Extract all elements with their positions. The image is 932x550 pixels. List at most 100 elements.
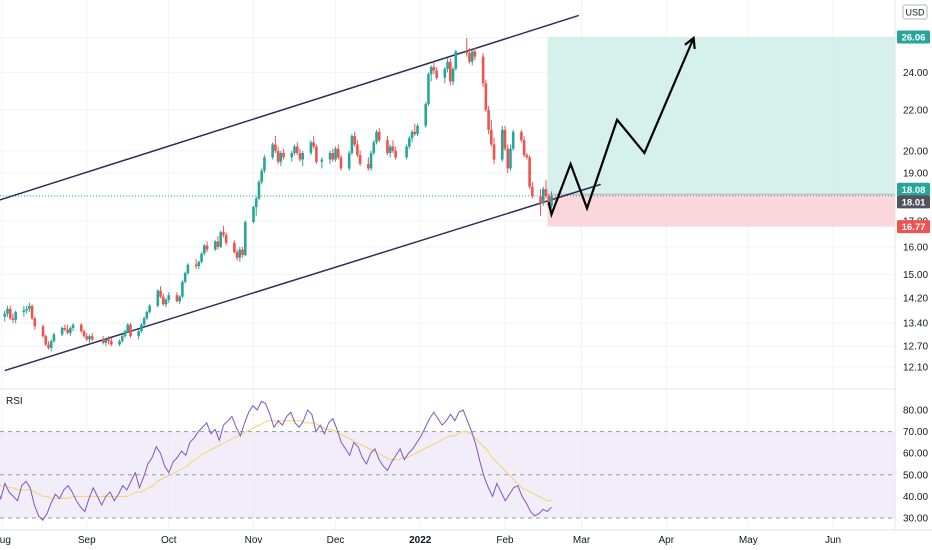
candle-body [301,153,305,160]
candle [41,324,45,338]
rsi-tick-label: 70.00 [903,427,928,438]
currency-button-frame [902,4,928,20]
candle [69,326,72,337]
candle [197,260,201,269]
candle-body [386,140,389,154]
time-label: Feb [496,535,514,546]
rsi-tick-label: 30.00 [903,514,928,525]
candle-body [224,234,228,243]
price-tick-label: 12.10 [903,363,928,374]
candle [88,334,91,343]
candle [492,138,496,164]
candle [500,125,504,162]
time-label: Apr [659,535,675,546]
price-axis[interactable]: 26.0024.0022.0020.0019.0018.0017.0016.00… [894,0,930,530]
candle-body [427,74,430,105]
candle-body [164,299,168,305]
time-axis[interactable]: Aug Sep Oct Nov Dec 2022 Feb Mar Apr May Jun [0,529,932,546]
candle-body [186,264,190,274]
candle-body [183,273,187,282]
candle-body [33,318,37,327]
projection-polyline[interactable] [547,37,695,219]
stop-zone [547,194,895,227]
candle-body [137,331,140,337]
candle [408,136,411,149]
rsi-tick-label: 80.00 [903,406,928,417]
candle [186,263,190,275]
candle [224,232,228,246]
candle [181,280,184,299]
candle [175,292,179,303]
candlesticks [3,38,553,352]
candle [145,310,149,320]
time-label: Mar [573,535,591,546]
candle [331,148,335,162]
candle [309,140,313,156]
candle-body [484,83,488,110]
candle-body [544,189,548,197]
candle [82,329,86,338]
candle-body [424,104,428,126]
candle-body [235,252,239,258]
candle [213,240,217,251]
candle-body [473,51,477,57]
candle-body [446,61,449,69]
candle-body [79,324,83,332]
candle [432,61,436,75]
candle [194,259,198,269]
candle [167,292,171,303]
candle [394,146,397,160]
candle-body [41,326,45,337]
candle-body [71,324,75,328]
candle [222,225,225,238]
candle-body [140,324,143,332]
candle-body [279,153,283,162]
currency-button[interactable]: USD [902,4,928,20]
candle [481,53,485,88]
candle [104,337,108,347]
price-badge-bg [897,195,930,209]
candle [367,157,370,171]
candle [347,150,351,171]
candle [137,329,140,340]
projection-path[interactable] [547,35,696,219]
candle-body [290,153,294,158]
candle [424,102,428,128]
candle-body [449,61,452,82]
candle [522,136,526,158]
candle-body [222,232,225,235]
price-badge-text: 16.77 [902,222,926,233]
candle [90,332,94,342]
time-label: Sep [78,535,96,546]
candle [22,305,26,317]
time-label: 2022 [409,535,432,546]
candle-body [263,157,266,171]
candle-body [358,155,362,164]
candle [156,289,160,308]
price-tick-label: 16.00 [903,242,928,253]
channel-upper-line[interactable] [0,14,580,201]
candle-body [429,67,433,75]
candle [511,129,515,151]
candle-body [30,305,34,319]
candle [3,310,7,322]
candle [429,65,433,82]
candle-body [315,146,318,162]
candle-body [531,186,534,197]
candle-body [369,153,373,169]
candle [465,38,469,57]
price-badge-stop: 16.77 [897,220,930,234]
candle-body [142,318,146,325]
candle-body [454,51,458,69]
candle [435,67,438,80]
candle-body [405,146,408,158]
time-label: Dec [327,535,345,546]
candle [276,146,280,164]
candle [216,236,220,250]
candle-body [233,242,236,253]
candle-body [6,308,9,314]
candle-body [156,290,160,306]
